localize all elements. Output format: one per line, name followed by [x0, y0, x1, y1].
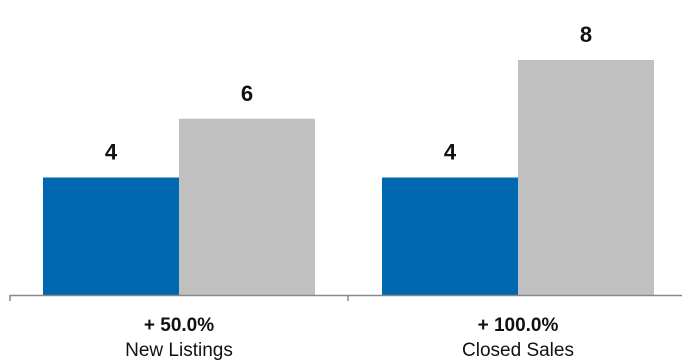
data-label: 6	[241, 81, 253, 106]
data-label: 4	[105, 140, 118, 165]
bar-new-listings-s1	[43, 177, 179, 295]
category-label: Closed Sales	[462, 340, 574, 361]
bars-group	[43, 60, 654, 295]
bar-closed-sales-s1	[382, 177, 518, 295]
category-label: New Listings	[125, 340, 233, 361]
x-axis	[9, 294, 682, 301]
change-label: + 50.0%	[144, 315, 214, 336]
data-label: 4	[444, 140, 457, 165]
labels-group: 4 6 + 50.0% New Listings 4 8 + 100.0% Closed Sa…	[105, 22, 592, 361]
data-label: 8	[580, 22, 592, 47]
change-label: + 100.0%	[478, 315, 559, 336]
bar-closed-sales-s2	[518, 60, 654, 295]
bar-new-listings-s2	[179, 118, 315, 295]
